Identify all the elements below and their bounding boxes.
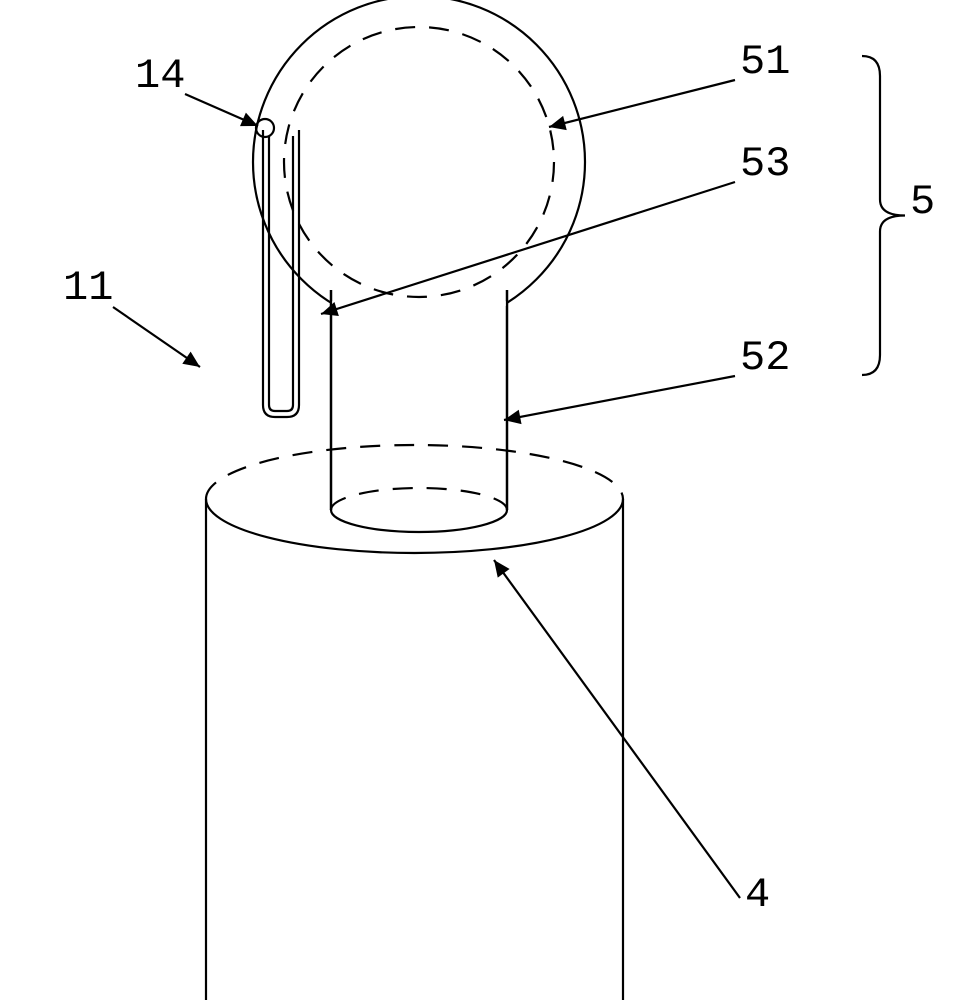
label-14: 14: [135, 52, 185, 100]
label-4: 4: [745, 871, 770, 919]
label-52: 52: [740, 334, 790, 382]
label-11: 11: [63, 264, 113, 312]
label-53: 53: [740, 140, 790, 188]
label-51: 51: [740, 38, 790, 86]
label-5: 5: [910, 178, 935, 226]
